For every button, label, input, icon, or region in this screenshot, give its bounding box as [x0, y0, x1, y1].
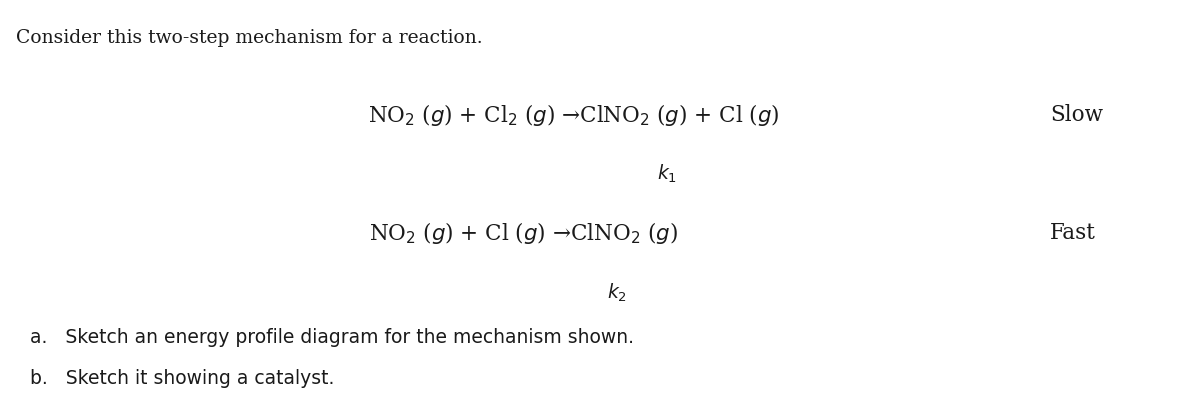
Text: Consider this two-step mechanism for a reaction.: Consider this two-step mechanism for a r…: [16, 29, 482, 47]
Text: NO$_2$ ($g$) + Cl ($g$) →ClNO$_2$ ($g$): NO$_2$ ($g$) + Cl ($g$) →ClNO$_2$ ($g$): [368, 220, 678, 246]
Text: $k_1$: $k_1$: [658, 163, 677, 185]
Text: NO$_2$ ($g$) + Cl$_2$ ($g$) →ClNO$_2$ ($g$) + Cl ($g$): NO$_2$ ($g$) + Cl$_2$ ($g$) →ClNO$_2$ ($…: [367, 101, 780, 128]
Text: $k_2$: $k_2$: [607, 281, 626, 303]
Text: a.   Sketch an energy profile diagram for the mechanism shown.: a. Sketch an energy profile diagram for …: [30, 328, 634, 347]
Text: Fast: Fast: [1050, 222, 1096, 244]
Text: b.   Sketch it showing a catalyst.: b. Sketch it showing a catalyst.: [30, 369, 335, 388]
Text: Slow: Slow: [1050, 103, 1103, 126]
